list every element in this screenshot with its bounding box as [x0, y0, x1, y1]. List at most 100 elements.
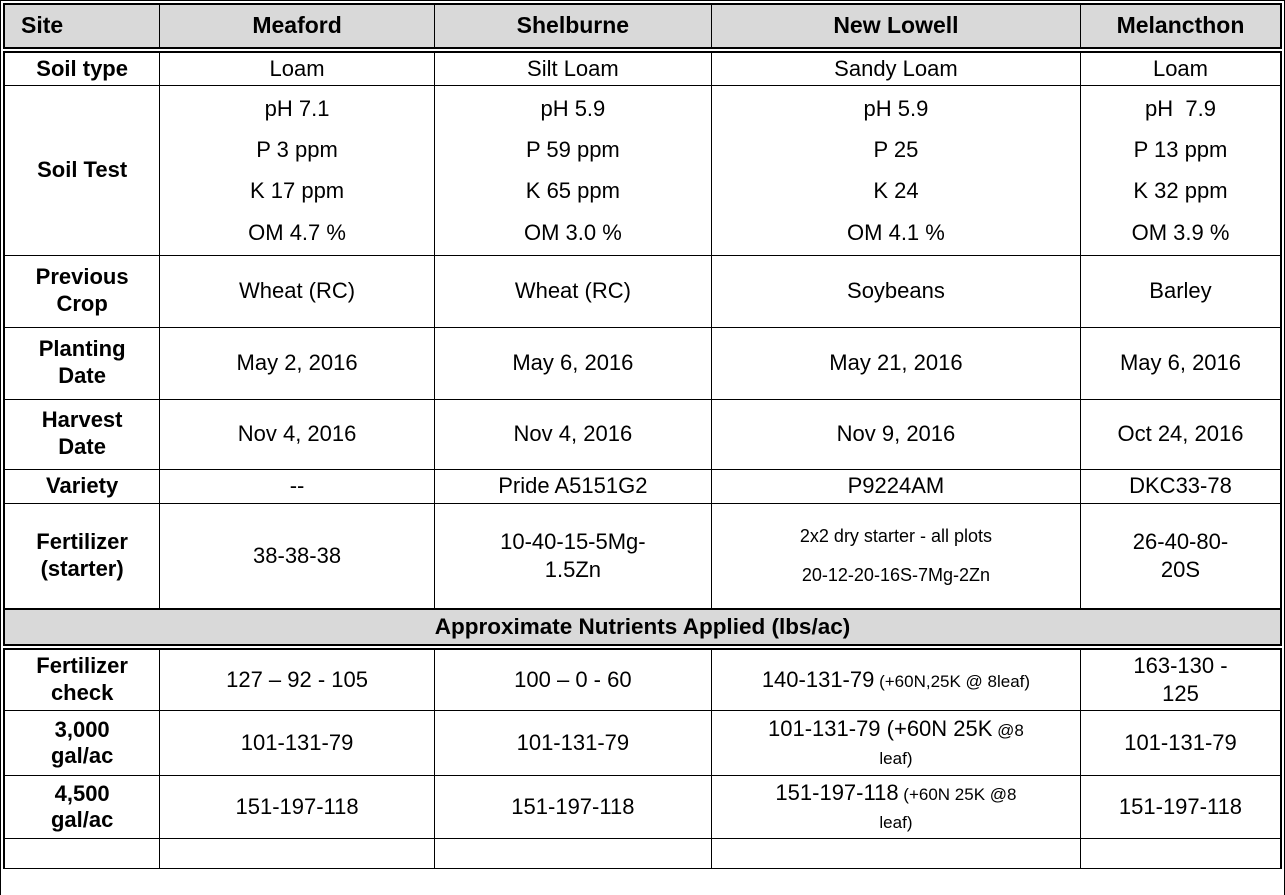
cell-4500-shelburne: 151-197-118	[433, 775, 712, 840]
cell-text: Pride A5151G2	[498, 473, 648, 499]
partial-cell	[159, 838, 435, 870]
row-planting-date: Planting Date May 2, 2016 May 6, 2016 Ma…	[3, 326, 1282, 400]
row-label-previous-crop: Previous Crop	[3, 254, 161, 328]
row-label-soil-test: Soil Test	[3, 85, 161, 256]
site-comparison-table: Site Meaford Shelburne New Lowell Melanc…	[3, 3, 1282, 870]
cell-text: Wheat (RC)	[238, 278, 356, 304]
cell-text: May 21, 2016	[829, 350, 963, 376]
cell-variety-new-lowell: P9224AM	[710, 468, 1081, 504]
cell-text: Barley	[1149, 278, 1212, 304]
cell-previous-crop-melancthon: Barley	[1079, 254, 1282, 328]
cell-text: 151-197-118	[235, 794, 359, 820]
cell-text: Loam	[269, 56, 325, 81]
cell-3000-meaford: 101-131-79	[159, 710, 435, 777]
row-label-variety: Variety	[3, 468, 161, 504]
cell-harvest-date-melancthon: Oct 24, 2016	[1079, 398, 1282, 470]
cell-3000-shelburne: 101-131-79	[433, 710, 712, 777]
cell-text: 151-197-118	[1118, 794, 1243, 820]
cell-previous-crop-new-lowell: Soybeans	[710, 254, 1081, 328]
cell-soil-test-meaford: pH 7.1 P 3 ppm K 17 ppm OM 4.7 %	[159, 85, 435, 256]
cell-soil-type-melancthon: Loam	[1079, 49, 1282, 87]
cell-text: Sandy Loam	[834, 56, 958, 81]
row-soil-type: Soil type Loam Silt Loam Sandy Loam Loam	[3, 49, 1282, 87]
cell-variety-shelburne: Pride A5151G2	[433, 468, 712, 504]
column-header-shelburne: Shelburne	[433, 3, 712, 53]
cell-text: May 2, 2016	[236, 350, 358, 376]
row-label-4500-gal-ac: 4,500 gal/ac	[3, 775, 161, 840]
cell-text: pH 5.9 P 59 ppm K 65 ppm OM 3.0 %	[523, 96, 622, 245]
cell-text: 140-131-79	[761, 667, 875, 693]
cell-text: 38-38-38	[253, 542, 342, 568]
cell-soil-test-melancthon: pH 7.9 P 13 ppm K 32 ppm OM 3.9 %	[1079, 85, 1282, 256]
cell-fertilizer-starter-new-lowell: 2x2 dry starter - all plots 20-12-20-16S…	[710, 502, 1081, 610]
cell-harvest-date-new-lowell: Nov 9, 2016	[710, 398, 1081, 470]
column-header-meaford: Meaford	[159, 3, 435, 53]
cell-soil-type-shelburne: Silt Loam	[433, 49, 712, 87]
cell-text: pH 7.9 P 13 ppm K 32 ppm OM 3.9 %	[1131, 96, 1230, 245]
cell-3000-new-lowell: 101-131-79 (+60N 25K @8 leaf)	[710, 710, 1081, 777]
cell-4500-melancthon: 151-197-118	[1079, 775, 1282, 840]
cell-text: 101-131-79	[1124, 730, 1237, 756]
cell-harvest-date-shelburne: Nov 4, 2016	[433, 398, 712, 470]
cell-text: 26-40-80- 20S	[1132, 528, 1229, 582]
cell-text: May 6, 2016	[512, 350, 634, 376]
cell-text: 127 – 92 - 105	[226, 667, 368, 693]
cell-fertilizer-starter-shelburne: 10-40-15-5Mg- 1.5Zn	[433, 502, 712, 610]
cell-4500-meaford: 151-197-118	[159, 775, 435, 840]
cell-previous-crop-shelburne: Wheat (RC)	[433, 254, 712, 328]
cell-planting-date-melancthon: May 6, 2016	[1079, 326, 1282, 400]
partial-cutoff-row	[3, 838, 1282, 870]
cell-soil-test-new-lowell: pH 5.9 P 25 K 24 OM 4.1 %	[710, 85, 1081, 256]
cell-soil-type-new-lowell: Sandy Loam	[710, 49, 1081, 87]
cell-text: 151-197-118	[511, 794, 635, 820]
cell-3000-melancthon: 101-131-79	[1079, 710, 1282, 777]
column-header-melancthon: Melancthon	[1079, 3, 1282, 53]
row-previous-crop: Previous Crop Wheat (RC) Wheat (RC) Soyb…	[3, 254, 1282, 328]
partial-cell	[3, 838, 161, 870]
cell-text: Soybeans	[847, 278, 945, 304]
row-fertilizer-check: Fertilizer check 127 – 92 - 105 100 – 0 …	[3, 646, 1282, 712]
cell-fertilizer-check-shelburne: 100 – 0 - 60	[433, 646, 712, 712]
cell-fertilizer-check-new-lowell: 140-131-79 (+60N,25K @ 8leaf)	[710, 646, 1081, 712]
cell-text: 101-131-79 (+60N 25K	[768, 716, 993, 742]
cell-fertilizer-starter-melancthon: 26-40-80- 20S	[1079, 502, 1282, 610]
cell-text: pH 5.9 P 25 K 24 OM 4.1 %	[847, 96, 945, 245]
cell-variety-meaford: --	[159, 468, 435, 504]
cell-text: DKC33-78	[1129, 473, 1232, 499]
row-label-soil-type: Soil type	[3, 49, 161, 87]
column-header-new-lowell: New Lowell	[710, 3, 1081, 53]
cell-4500-new-lowell: 151-197-118 (+60N 25K @8 leaf)	[710, 775, 1081, 840]
row-fertilizer-starter: Fertilizer (starter) 38-38-38 10-40-15-5…	[3, 502, 1282, 610]
partial-cell	[433, 838, 712, 870]
row-label-fertilizer-starter: Fertilizer (starter)	[3, 502, 161, 610]
row-label-fertilizer-check: Fertilizer check	[3, 646, 161, 712]
row-label-harvest-date: Harvest Date	[3, 398, 161, 470]
row-harvest-date: Harvest Date Nov 4, 2016 Nov 4, 2016 Nov…	[3, 398, 1282, 470]
cell-note: @8 leaf)	[879, 721, 1024, 769]
cell-text: Loam	[1152, 56, 1208, 81]
cell-note: (+60N 25K @8 leaf)	[879, 785, 1017, 833]
cell-planting-date-meaford: May 2, 2016	[159, 326, 435, 400]
row-4500-gal-ac: 4,500 gal/ac 151-197-118 151-197-118 151…	[3, 775, 1282, 840]
cell-text: Silt Loam	[527, 56, 619, 81]
partial-cell	[1079, 838, 1282, 870]
cell-text: 2x2 dry starter - all plots 20-12-20-16S…	[799, 526, 992, 585]
cell-planting-date-shelburne: May 6, 2016	[433, 326, 712, 400]
cell-text: 10-40-15-5Mg- 1.5Zn	[500, 528, 646, 582]
cell-text: 101-131-79	[516, 730, 630, 756]
column-header-site: Site	[3, 3, 161, 53]
section-header: Approximate Nutrients Applied (lbs/ac)	[3, 608, 1282, 651]
cell-previous-crop-meaford: Wheat (RC)	[159, 254, 435, 328]
cell-fertilizer-check-melancthon: 163-130 - 125	[1079, 646, 1282, 712]
cell-text: Nov 9, 2016	[836, 421, 956, 447]
cell-text: Nov 4, 2016	[237, 421, 357, 447]
cell-fertilizer-check-meaford: 127 – 92 - 105	[159, 646, 435, 712]
row-label-3000-gal-ac: 3,000 gal/ac	[3, 710, 161, 777]
cell-text: pH 7.1 P 3 ppm K 17 ppm OM 4.7 %	[248, 96, 346, 245]
cell-note: (+60N,25K @ 8leaf)	[874, 672, 1031, 692]
partial-cell	[710, 838, 1081, 870]
row-soil-test: Soil Test pH 7.1 P 3 ppm K 17 ppm OM 4.7…	[3, 85, 1282, 256]
row-label-planting-date: Planting Date	[3, 326, 161, 400]
row-3000-gal-ac: 3,000 gal/ac 101-131-79 101-131-79 101-1…	[3, 710, 1282, 777]
